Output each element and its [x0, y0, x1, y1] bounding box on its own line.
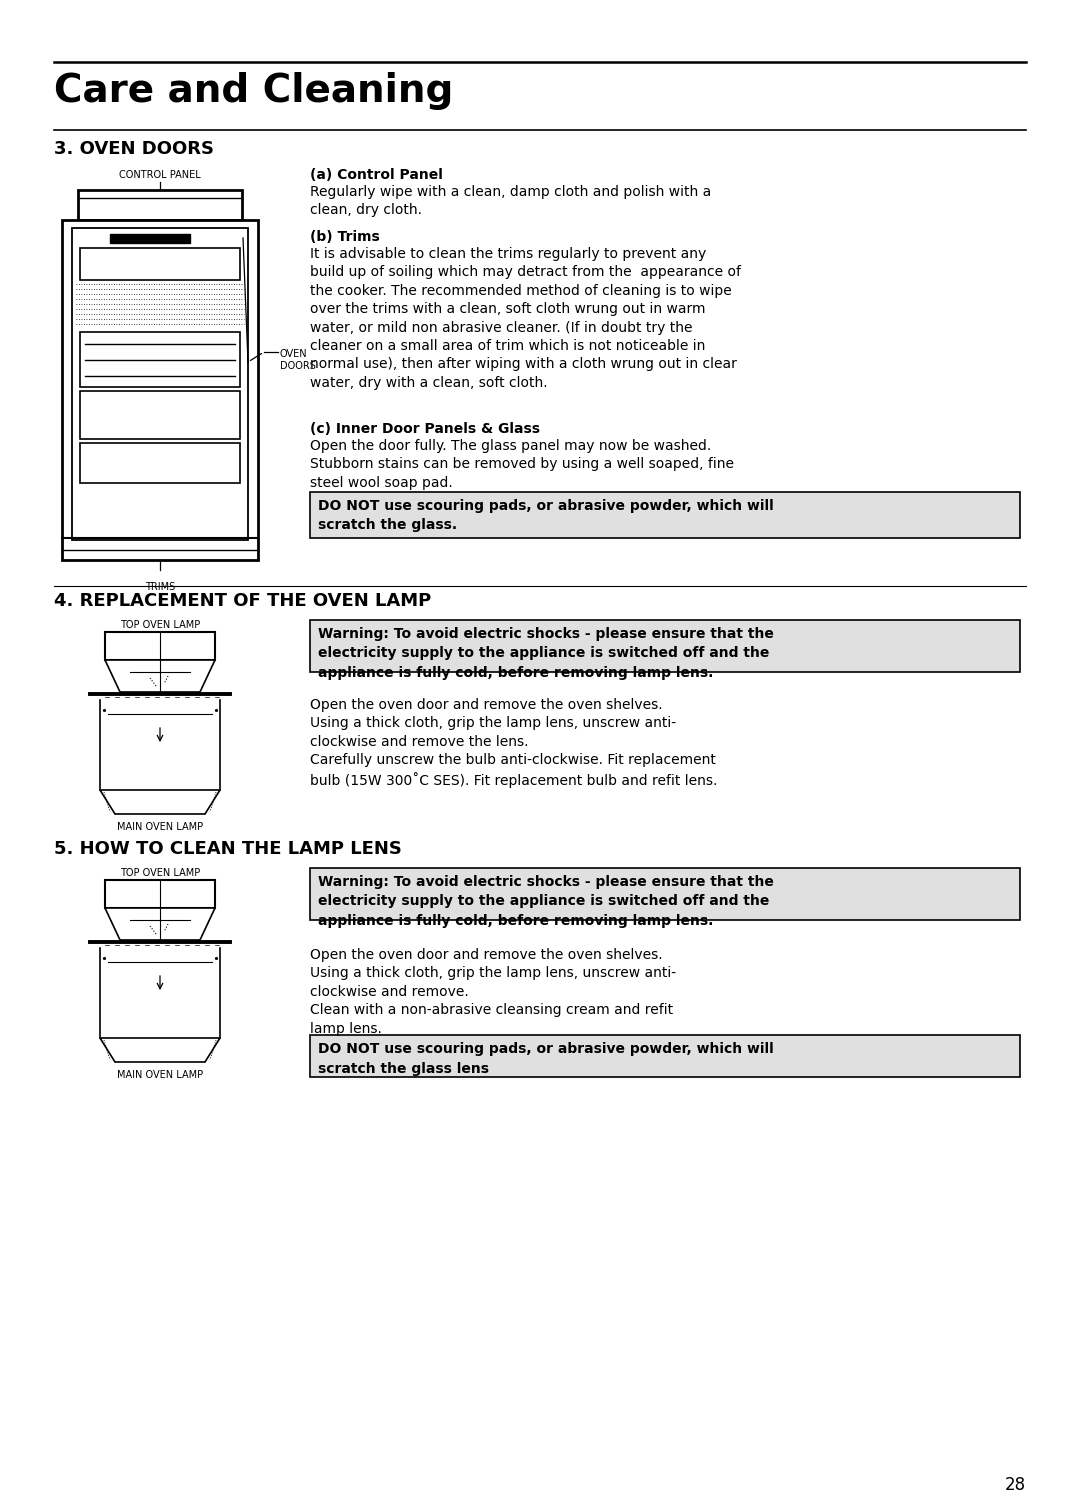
FancyBboxPatch shape	[310, 1035, 1020, 1077]
Bar	[80, 248, 240, 280]
Text: 3. OVEN DOORS: 3. OVEN DOORS	[54, 141, 214, 159]
Text: CONTROL PANEL: CONTROL PANEL	[119, 171, 201, 180]
Bar	[62, 221, 258, 561]
Text: Regularly wipe with a clean, damp cloth and polish with a
clean, dry cloth.: Regularly wipe with a clean, damp cloth …	[310, 184, 712, 218]
Text: 28: 28	[1004, 1476, 1026, 1494]
Text: Open the oven door and remove the oven shelves.
Using a thick cloth, grip the la: Open the oven door and remove the oven s…	[310, 947, 676, 1035]
FancyBboxPatch shape	[310, 620, 1020, 672]
Polygon shape	[105, 908, 215, 940]
Bar	[105, 632, 215, 660]
Bar	[80, 332, 240, 387]
Bar	[105, 879, 215, 908]
Text: TOP OVEN LAMP: TOP OVEN LAMP	[120, 867, 200, 878]
Polygon shape	[100, 1038, 220, 1062]
Bar	[72, 228, 248, 539]
FancyBboxPatch shape	[310, 867, 1020, 920]
Text: 5. HOW TO CLEAN THE LAMP LENS: 5. HOW TO CLEAN THE LAMP LENS	[54, 840, 402, 858]
Text: Open the door fully. The glass panel may now be washed.
Stubborn stains can be r: Open the door fully. The glass panel may…	[310, 440, 734, 490]
Text: TOP OVEN LAMP: TOP OVEN LAMP	[120, 620, 200, 630]
Text: MAIN OVEN LAMP: MAIN OVEN LAMP	[117, 1070, 203, 1080]
Bar	[110, 234, 190, 243]
Text: Warning: To avoid electric shocks - please ensure that the
electricity supply to: Warning: To avoid electric shocks - plea…	[318, 627, 774, 680]
Polygon shape	[105, 660, 215, 692]
Text: (c) Inner Door Panels & Glass: (c) Inner Door Panels & Glass	[310, 422, 540, 437]
Text: (a) Control Panel: (a) Control Panel	[310, 168, 443, 181]
Text: Warning: To avoid electric shocks - please ensure that the
electricity supply to: Warning: To avoid electric shocks - plea…	[318, 875, 774, 928]
Text: OVEN
DOORS: OVEN DOORS	[280, 349, 315, 370]
Text: DO NOT use scouring pads, or abrasive powder, which will
scratch the glass lens: DO NOT use scouring pads, or abrasive po…	[318, 1043, 773, 1076]
Text: (b) Trims: (b) Trims	[310, 230, 380, 243]
Bar	[78, 190, 242, 221]
Text: Open the oven door and remove the oven shelves.
Using a thick cloth, grip the la: Open the oven door and remove the oven s…	[310, 698, 717, 789]
Text: It is advisable to clean the trims regularly to prevent any
build up of soiling : It is advisable to clean the trims regul…	[310, 246, 741, 390]
Polygon shape	[100, 790, 220, 814]
Text: DO NOT use scouring pads, or abrasive powder, which will
scratch the glass.: DO NOT use scouring pads, or abrasive po…	[318, 499, 773, 532]
Text: TRIMS: TRIMS	[145, 582, 175, 592]
Text: 4. REPLACEMENT OF THE OVEN LAMP: 4. REPLACEMENT OF THE OVEN LAMP	[54, 592, 431, 610]
Text: MAIN OVEN LAMP: MAIN OVEN LAMP	[117, 822, 203, 833]
Bar	[80, 443, 240, 484]
FancyBboxPatch shape	[310, 493, 1020, 538]
Bar	[80, 391, 240, 440]
Text: Care and Cleaning: Care and Cleaning	[54, 73, 454, 110]
